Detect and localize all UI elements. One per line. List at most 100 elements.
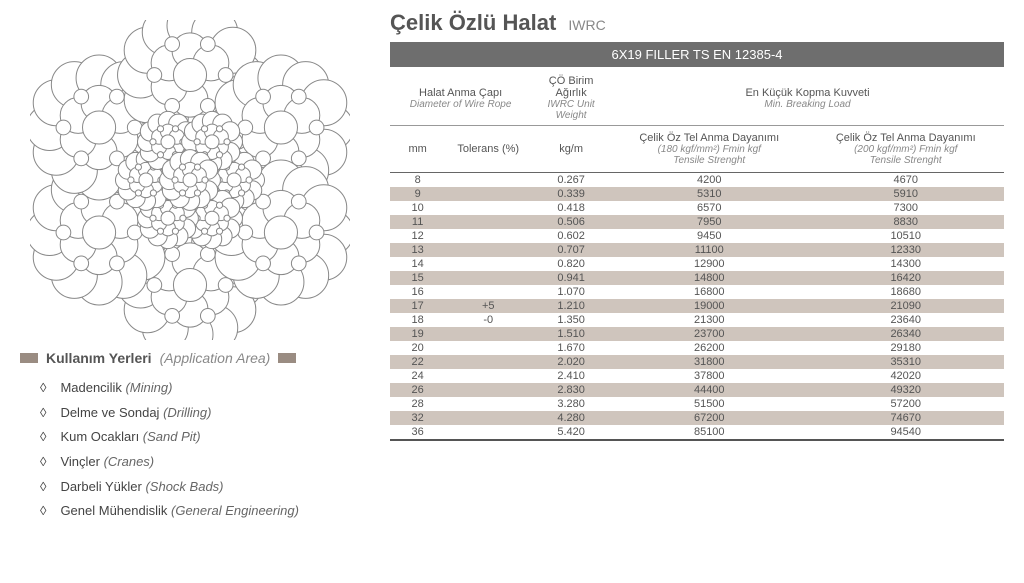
spec-table: Halat Anma Çapı Diameter of Wire Rope ÇÖ… [390, 67, 1004, 441]
col-f180: Çelik Öz Tel Anma Dayanımı (180 kgf/mm²)… [611, 126, 807, 173]
cell-tol [445, 271, 531, 285]
table-row: 80.26742004670 [390, 173, 1004, 188]
cell-kg: 2.020 [531, 355, 611, 369]
cell-mm: 19 [390, 327, 445, 341]
cell-f180: 67200 [611, 411, 807, 425]
cell-f180: 26200 [611, 341, 807, 355]
cell-kg: 0.707 [531, 243, 611, 257]
cell-mm: 24 [390, 369, 445, 383]
cell-f200: 14300 [807, 257, 1004, 271]
list-item: Darbeli Yükler (Shock Bads) [40, 475, 380, 500]
cell-f180: 85100 [611, 425, 807, 440]
cell-kg: 1.070 [531, 285, 611, 299]
application-area-heading: Kullanım Yerleri (Application Area) [20, 350, 380, 366]
cell-f200: 29180 [807, 341, 1004, 355]
cell-f200: 21090 [807, 299, 1004, 313]
cell-f200: 5910 [807, 187, 1004, 201]
cell-kg: 1.510 [531, 327, 611, 341]
cell-f200: 12330 [807, 243, 1004, 257]
table-row: 28 3.2805150057200 [390, 397, 1004, 411]
cell-f200: 49320 [807, 383, 1004, 397]
list-item: Madencilik (Mining) [40, 376, 380, 401]
cell-kg: 2.410 [531, 369, 611, 383]
cell-tol [445, 411, 531, 425]
cell-f200: 10510 [807, 229, 1004, 243]
cell-mm: 15 [390, 271, 445, 285]
cell-tol [445, 355, 531, 369]
cell-tol [445, 341, 531, 355]
spec-banner: 6X19 FILLER TS EN 12385-4 [390, 42, 1004, 67]
cell-mm: 18 [390, 313, 445, 327]
cell-tol: +5 [445, 299, 531, 313]
cell-tol [445, 285, 531, 299]
cell-f200: 94540 [807, 425, 1004, 440]
cell-f180: 21300 [611, 313, 807, 327]
cell-f200: 57200 [807, 397, 1004, 411]
title-sub: IWRC [568, 17, 605, 33]
cell-f180: 11100 [611, 243, 807, 257]
table-row: 161.0701680018680 [390, 285, 1004, 299]
cell-f200: 35310 [807, 355, 1004, 369]
cell-f200: 4670 [807, 173, 1004, 188]
col-kgm: kg/m [531, 126, 611, 173]
cell-tol [445, 327, 531, 341]
cell-tol [445, 397, 531, 411]
cell-f180: 44400 [611, 383, 807, 397]
table-row: 17+51.2101900021090 [390, 299, 1004, 313]
cell-f180: 16800 [611, 285, 807, 299]
table-row: 130.7071110012330 [390, 243, 1004, 257]
cell-f180: 31800 [611, 355, 807, 369]
cell-tol [445, 257, 531, 271]
table-row: 26 2.8304440049320 [390, 383, 1004, 397]
cell-kg: 1.350 [531, 313, 611, 327]
col-breaking: En Küçük Kopma Kuvveti Min. Breaking Loa… [611, 67, 1004, 126]
cell-mm: 26 [390, 383, 445, 397]
col-weight: ÇÖ Birim Ağırlık IWRC Unit Weight [531, 67, 611, 126]
cell-f180: 4200 [611, 173, 807, 188]
cell-kg: 0.820 [531, 257, 611, 271]
cell-tol [445, 369, 531, 383]
app-title-tr: Kullanım Yerleri [46, 350, 152, 366]
cell-mm: 17 [390, 299, 445, 313]
cell-f200: 16420 [807, 271, 1004, 285]
cell-kg: 1.210 [531, 299, 611, 313]
cell-kg: 3.280 [531, 397, 611, 411]
cell-mm: 12 [390, 229, 445, 243]
cell-kg: 0.602 [531, 229, 611, 243]
table-row: 110.50679508830 [390, 215, 1004, 229]
cell-kg: 2.830 [531, 383, 611, 397]
page-title: Çelik Özlü Halat IWRC [390, 10, 1004, 36]
title-main: Çelik Özlü Halat [390, 10, 556, 35]
col-tolerance: Tolerans (%) [445, 126, 531, 173]
table-row: 18-01.3502130023640 [390, 313, 1004, 327]
cell-tol: -0 [445, 313, 531, 327]
cell-kg: 0.941 [531, 271, 611, 285]
cell-f180: 19000 [611, 299, 807, 313]
table-row: 242.4103780042020 [390, 369, 1004, 383]
table-row: 90.33953105910 [390, 187, 1004, 201]
cell-f180: 51500 [611, 397, 807, 411]
cell-f180: 14800 [611, 271, 807, 285]
list-item: Vinçler (Cranes) [40, 450, 380, 475]
cell-mm: 28 [390, 397, 445, 411]
table-row: 365.4208510094540 [390, 425, 1004, 440]
heading-bar-icon [20, 353, 38, 363]
cell-f200: 18680 [807, 285, 1004, 299]
cell-mm: 9 [390, 187, 445, 201]
cell-f200: 7300 [807, 201, 1004, 215]
cell-kg: 0.418 [531, 201, 611, 215]
cell-kg: 4.280 [531, 411, 611, 425]
col-f200: Çelik Öz Tel Anma Dayanımı (200 kgf/mm²)… [807, 126, 1004, 173]
cell-mm: 10 [390, 201, 445, 215]
table-row: 324.2806720074670 [390, 411, 1004, 425]
cell-kg: 5.420 [531, 425, 611, 440]
cell-tol [445, 383, 531, 397]
cell-f200: 26340 [807, 327, 1004, 341]
table-row: 191.5102370026340 [390, 327, 1004, 341]
table-row: 140.8201290014300 [390, 257, 1004, 271]
cell-kg: 0.267 [531, 173, 611, 188]
table-row: 15 0.9411480016420 [390, 271, 1004, 285]
list-item: Delme ve Sondaj (Drilling) [40, 401, 380, 426]
cell-f180: 6570 [611, 201, 807, 215]
cell-mm: 22 [390, 355, 445, 369]
